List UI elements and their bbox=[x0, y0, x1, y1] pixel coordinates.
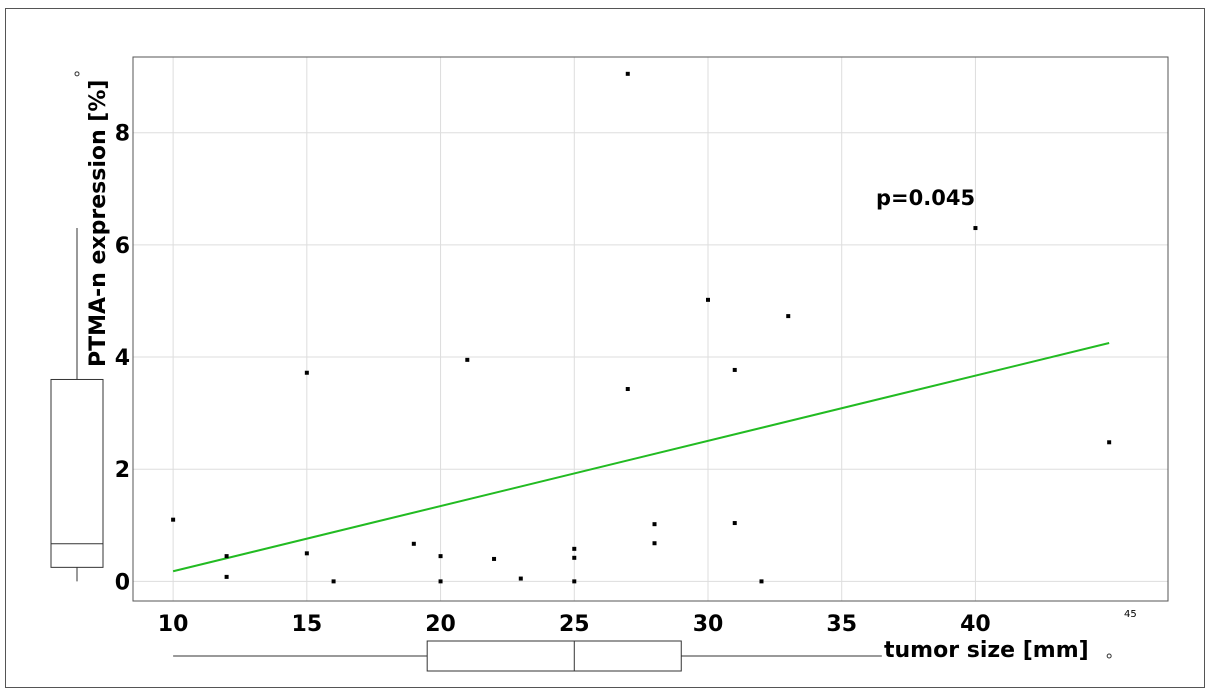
y-box-body bbox=[50, 378, 104, 568]
data-point bbox=[706, 297, 710, 302]
data-point bbox=[465, 357, 470, 362]
y-tick-label: 2 bbox=[115, 458, 130, 483]
x-tick-label: 10 bbox=[158, 612, 189, 637]
x-outlier-label: 45 bbox=[1124, 609, 1137, 620]
grid-lines bbox=[133, 57, 1168, 601]
data-point bbox=[625, 71, 630, 76]
x-box-body bbox=[426, 640, 682, 672]
y-tick-label: 0 bbox=[115, 570, 130, 595]
data-point bbox=[224, 574, 229, 579]
x-box-outlier bbox=[1106, 653, 1112, 659]
y-box-outlier bbox=[74, 71, 80, 77]
data-point bbox=[438, 579, 443, 584]
x-tick-label: 15 bbox=[292, 612, 323, 637]
x-axis-label: tumor size [mm] bbox=[884, 638, 1089, 663]
y-tick-label: 4 bbox=[115, 346, 130, 371]
x-tick-label: 20 bbox=[425, 612, 456, 637]
data-point bbox=[411, 541, 416, 546]
data-point bbox=[331, 579, 336, 584]
x-boxplot bbox=[173, 640, 1112, 672]
data-point bbox=[171, 517, 176, 522]
x-tick-label: 30 bbox=[693, 612, 724, 637]
data-point bbox=[1107, 440, 1112, 445]
data-point bbox=[572, 579, 577, 584]
data-point bbox=[304, 551, 309, 556]
x-tick-label: 35 bbox=[826, 612, 857, 637]
data-point bbox=[572, 555, 577, 560]
trend-line bbox=[172, 342, 1110, 573]
data-point bbox=[518, 576, 523, 581]
x-tick-label: 40 bbox=[960, 612, 991, 637]
trend-line-group bbox=[172, 342, 1110, 573]
data-point bbox=[652, 522, 657, 527]
data-point bbox=[625, 387, 630, 392]
data-point bbox=[572, 546, 577, 551]
data-point bbox=[759, 579, 764, 584]
data-point bbox=[652, 541, 657, 546]
y-tick-label: 8 bbox=[115, 122, 130, 147]
y-tick-labels: 0 2 4 6 8 bbox=[115, 122, 130, 596]
chart-frame bbox=[5, 8, 1205, 688]
data-point bbox=[224, 554, 229, 559]
p-value-annotation: p=0.045 bbox=[876, 186, 975, 210]
data-point bbox=[304, 370, 309, 375]
y-axis-label: PTMA-n expression [%] bbox=[86, 80, 111, 367]
data-point bbox=[973, 226, 978, 231]
y-tick-label: 6 bbox=[115, 234, 130, 259]
data-point bbox=[786, 314, 791, 319]
data-point bbox=[732, 367, 737, 372]
y-boxplot bbox=[50, 71, 104, 582]
plot-area bbox=[132, 56, 1169, 602]
data-points bbox=[171, 71, 1112, 584]
data-point bbox=[492, 556, 497, 561]
data-point bbox=[438, 554, 443, 559]
x-tick-labels: 10 15 20 25 30 35 40 bbox=[158, 612, 991, 637]
data-point bbox=[732, 521, 737, 526]
x-tick-label: 25 bbox=[559, 612, 590, 637]
